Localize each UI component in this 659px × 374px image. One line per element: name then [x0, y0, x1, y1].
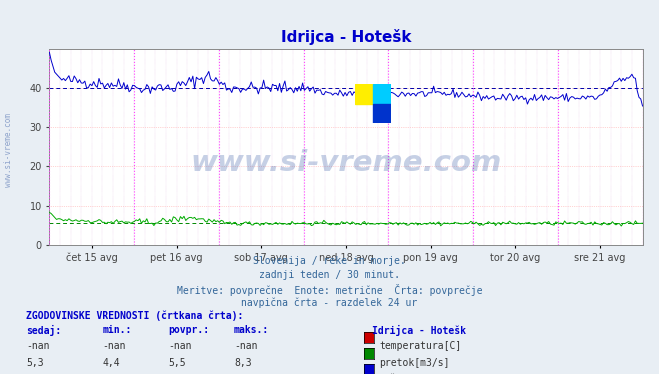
Text: 8,3: 8,3	[234, 358, 252, 368]
Text: 4,4: 4,4	[102, 358, 120, 368]
Text: temperatura[C]: temperatura[C]	[379, 341, 461, 352]
Text: maks.:: maks.:	[234, 325, 269, 335]
Title: Idrijca - Hotešk: Idrijca - Hotešk	[281, 29, 411, 45]
Text: -nan: -nan	[168, 341, 192, 352]
Bar	[373, 104, 391, 123]
Text: ZGODOVINSKE VREDNOSTI (črtkana črta):: ZGODOVINSKE VREDNOSTI (črtkana črta):	[26, 310, 244, 321]
Text: povpr.:: povpr.:	[168, 325, 209, 335]
Text: -nan: -nan	[102, 341, 126, 352]
Text: navpična črta - razdelek 24 ur: navpična črta - razdelek 24 ur	[241, 297, 418, 308]
Text: -nan: -nan	[234, 341, 258, 352]
Text: Meritve: povprečne  Enote: metrične  Črta: povprečje: Meritve: povprečne Enote: metrične Črta:…	[177, 284, 482, 296]
Text: min.:: min.:	[102, 325, 132, 335]
Text: Slovenija / reke in morje.: Slovenija / reke in morje.	[253, 256, 406, 266]
Text: sedaj:: sedaj:	[26, 325, 61, 336]
Bar	[355, 84, 373, 104]
Text: 5,5: 5,5	[168, 358, 186, 368]
Text: www.si-vreme.com: www.si-vreme.com	[4, 113, 13, 187]
Text: -nan: -nan	[26, 341, 50, 352]
Text: zadnji teden / 30 minut.: zadnji teden / 30 minut.	[259, 270, 400, 280]
Text: 5,3: 5,3	[26, 358, 44, 368]
Text: Idrijca - Hotešk: Idrijca - Hotešk	[372, 325, 467, 336]
Text: pretok[m3/s]: pretok[m3/s]	[379, 358, 449, 368]
Bar	[373, 84, 391, 104]
Text: www.si-vreme.com: www.si-vreme.com	[190, 148, 501, 177]
